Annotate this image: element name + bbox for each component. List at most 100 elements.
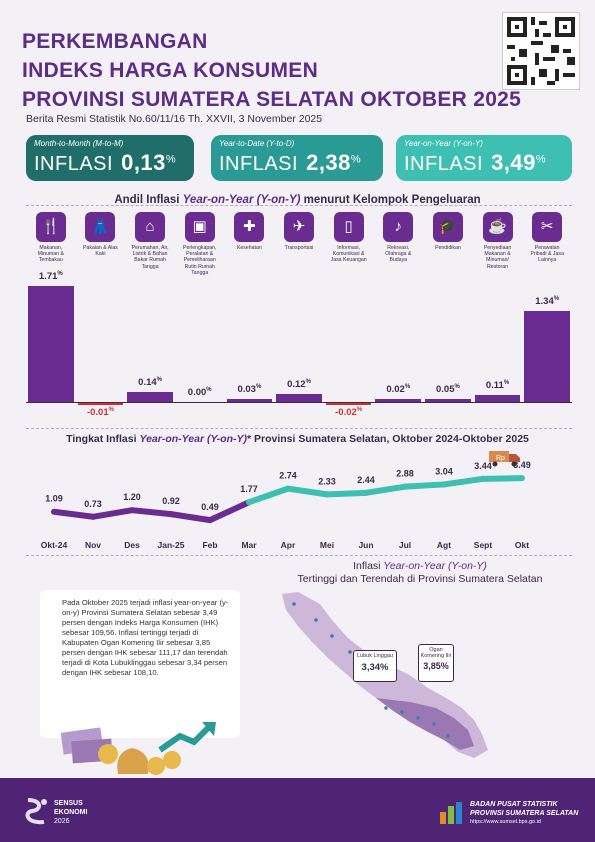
health-icon: ✚ (234, 212, 265, 242)
summary-paragraph: Pada Oktober 2025 terjadi inflasi year-o… (62, 598, 229, 677)
andil-baseline (26, 402, 572, 403)
category-1: 👗 Pakaian & Alas Kaki (80, 212, 120, 257)
ytd-unit: % (350, 153, 362, 166)
category-8: 🎓 Pendidikan (428, 212, 468, 251)
trend-month-label: Okt-24 (41, 540, 68, 550)
trend-line-chart: 1.09 Okt-24 0.73 Nov 1.20 Des 0.92 Jan-25 0.49 Fe… (41, 460, 531, 550)
trend-segment (324, 489, 369, 498)
trend-segment (402, 481, 447, 490)
title-line-2: INDEKS HARGA KONSUMEN (22, 59, 319, 82)
trend-segment (285, 485, 330, 498)
trend-value-label: 1.20 (123, 492, 141, 502)
category-label: Penyediaan Makanan & Minuman/ Restoran (483, 245, 512, 270)
appliance-icon: ▣ (184, 212, 215, 242)
census-line2: EKONOMI (54, 809, 88, 816)
trend-month-label: Jun (358, 540, 373, 550)
trend-value-label: 1.77 (240, 484, 258, 494)
ytd-value: 2,38 (306, 150, 351, 175)
category-4: ✚ Kesehatan (229, 212, 269, 251)
yoy-unit: % (535, 153, 547, 166)
andil-bar (77, 402, 124, 405)
title-line-1: PERKEMBANGAN (22, 30, 208, 53)
trend-month-label: Des (124, 540, 140, 550)
trend-segment (168, 511, 213, 524)
mtm-value: 0,13 (121, 150, 166, 175)
andil-divider (26, 205, 572, 206)
lowest-value: 3,34% (361, 662, 389, 673)
andil-value: 0.05% (435, 383, 460, 395)
title-line-3: PROVINSI SUMATERA SELATAN OKTOBER 2025 (22, 88, 522, 111)
money-growth-icon (60, 722, 216, 775)
ytd-label: Year-to-Date (Y-to-D) (219, 139, 295, 148)
map-title-em: Year-on-Year (Y-on-Y) (383, 560, 487, 572)
trend-value-label: 1.09 (45, 494, 63, 504)
qr-code-icon[interactable] (502, 12, 580, 90)
trend-month-label: Agt (437, 540, 451, 550)
yoy-word: INFLASI (404, 153, 484, 175)
category-label: Perlengkapan, Peralatan & Pemeliharaan R… (182, 245, 217, 276)
map-divider (26, 555, 572, 556)
mtm-inflation-card: Month-to-Month (M-to-M) INFLASI 0,13% (26, 135, 194, 181)
trend-segment (441, 475, 486, 488)
bps-url[interactable]: https://www.sumsel.bps.go.id (470, 819, 541, 825)
trend-title-post: * Provinsi Sumatera Selatan, Oktober 202… (247, 433, 529, 445)
category-label: Transportasi (284, 245, 314, 251)
ytd-inflation-card: Year-to-Date (Y-to-D) INFLASI 2,38% (211, 135, 383, 181)
category-5: ✈ Transportasi (279, 212, 319, 251)
trend-value-label: 2.44 (357, 475, 375, 485)
food-icon: 🍴 (35, 212, 66, 242)
category-label: Kesehatan (236, 245, 262, 251)
category-6: ▯ Informasi, Komunikasi & Jasa Keuangan (329, 212, 369, 264)
tools-icon: ✂ (532, 212, 563, 242)
category-label: Pakaian & Alas Kaki (83, 245, 118, 258)
andil-bar (226, 399, 273, 402)
trend-month-label: Sept (474, 540, 493, 550)
andil-bar (524, 310, 570, 402)
category-10: ✂ Perawatan Pribadi & Jasa Lainnya (527, 212, 567, 264)
ytd-word: INFLASI (219, 153, 299, 175)
census-logo-icon (24, 796, 50, 826)
yoy-value: 3,49 (491, 150, 536, 175)
andil-bar (474, 394, 521, 402)
andil-bar (425, 398, 471, 402)
andil-value: -0.01% (86, 407, 114, 419)
lowest-city-badge: Lubuk Linggau 3,34% (353, 650, 397, 682)
map-title-line2: Tertinggi dan Terendah di Provinsi Sumat… (297, 573, 543, 585)
clothing-icon: 👗 (85, 212, 116, 242)
andil-value: 0.00% (187, 387, 212, 399)
category-label: Pendidikan (435, 245, 461, 251)
map-title: Inflasi Year-on-Year (Y-on-Y) (250, 560, 590, 572)
trend-value-label: 0.49 (201, 502, 219, 512)
category-0: 🍴 Makanan, Minuman & Tembakau (31, 212, 71, 264)
category-label: Perawatan Pribadi & Jasa Lainnya (530, 245, 564, 264)
restaurant-icon: ☕ (482, 212, 513, 242)
trend-month-label: Okt (515, 540, 529, 550)
highest-city-badge: Ogan Komering Ilir 3,85% (418, 644, 454, 682)
truck-icon: Rp (488, 448, 522, 468)
trend-title-em: Year-on-Year (Y-on-Y) (139, 433, 247, 445)
trend-divider (26, 428, 572, 429)
mtm-label: Month-to-Month (M-to-M) (34, 139, 124, 148)
bps-logo-icon (438, 800, 464, 826)
andil-value: 0.14% (138, 377, 162, 389)
trend-segment (90, 507, 135, 520)
trend-segment (207, 499, 252, 524)
trend-value-label: 2.74 (279, 471, 297, 481)
mtm-unit: % (165, 153, 177, 166)
andil-title-em: Year-on-Year (Y-on-Y) (182, 194, 301, 206)
trend-month-label: Mar (241, 540, 257, 550)
highest-value: 3,85% (423, 661, 449, 671)
andil-bar (375, 399, 422, 402)
census-line3: 2026 (54, 818, 70, 825)
andil-bar (276, 393, 322, 402)
trend-segment (129, 507, 174, 518)
bps-line2: PROVINSI SUMATERA SELATAN (470, 810, 579, 817)
highest-city: Ogan Komering Ilir (420, 647, 452, 659)
house-icon: ⌂ (135, 212, 166, 242)
yoy-inflation-card: Year-on-Year (Y-on-Y) INFLASI 3,49% (396, 135, 572, 181)
andil-value: -0.02% (335, 407, 363, 419)
trend-title: Tingkat Inflasi Year-on-Year (Y-on-Y)* P… (0, 433, 595, 445)
category-label: Rekreasi, Olahraga & Budaya (385, 245, 412, 264)
trend-segment (246, 485, 291, 506)
andil-chart: 🍴 Makanan, Minuman & Tembakau 1.71% 👗 Pakaia… (0, 212, 595, 419)
